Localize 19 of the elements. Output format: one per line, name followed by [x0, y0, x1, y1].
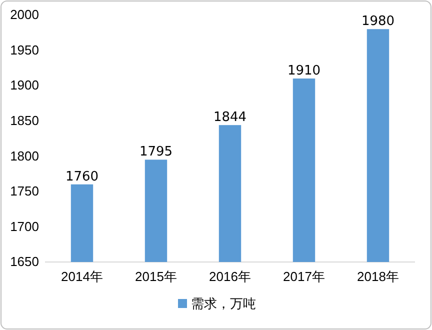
data-label: 1980 [361, 14, 395, 30]
x-tick-label: 2014年 [61, 269, 103, 284]
y-tick-label: 1750 [10, 184, 39, 199]
y-tick-label: 1850 [10, 113, 39, 128]
y-tick-label: 2000 [10, 7, 39, 22]
legend-label: 需求，万吨 [191, 297, 256, 312]
data-label: 1795 [139, 144, 173, 160]
x-tick-label: 2016年 [209, 269, 251, 284]
y-tick-label: 1900 [10, 78, 39, 93]
x-tick-label: 2018年 [357, 269, 399, 284]
data-label: 1760 [65, 169, 99, 184]
y-tick-label: 1650 [10, 254, 39, 270]
y-tick-label: 1700 [10, 218, 39, 234]
y-tick-label: 1800 [10, 148, 39, 164]
data-label: 1910 [287, 64, 321, 79]
x-tick-label: 2017年 [283, 269, 325, 284]
y-tick-label: 1950 [10, 42, 39, 58]
x-tick-label: 2015年 [135, 269, 177, 284]
data-label: 1844 [213, 110, 247, 126]
